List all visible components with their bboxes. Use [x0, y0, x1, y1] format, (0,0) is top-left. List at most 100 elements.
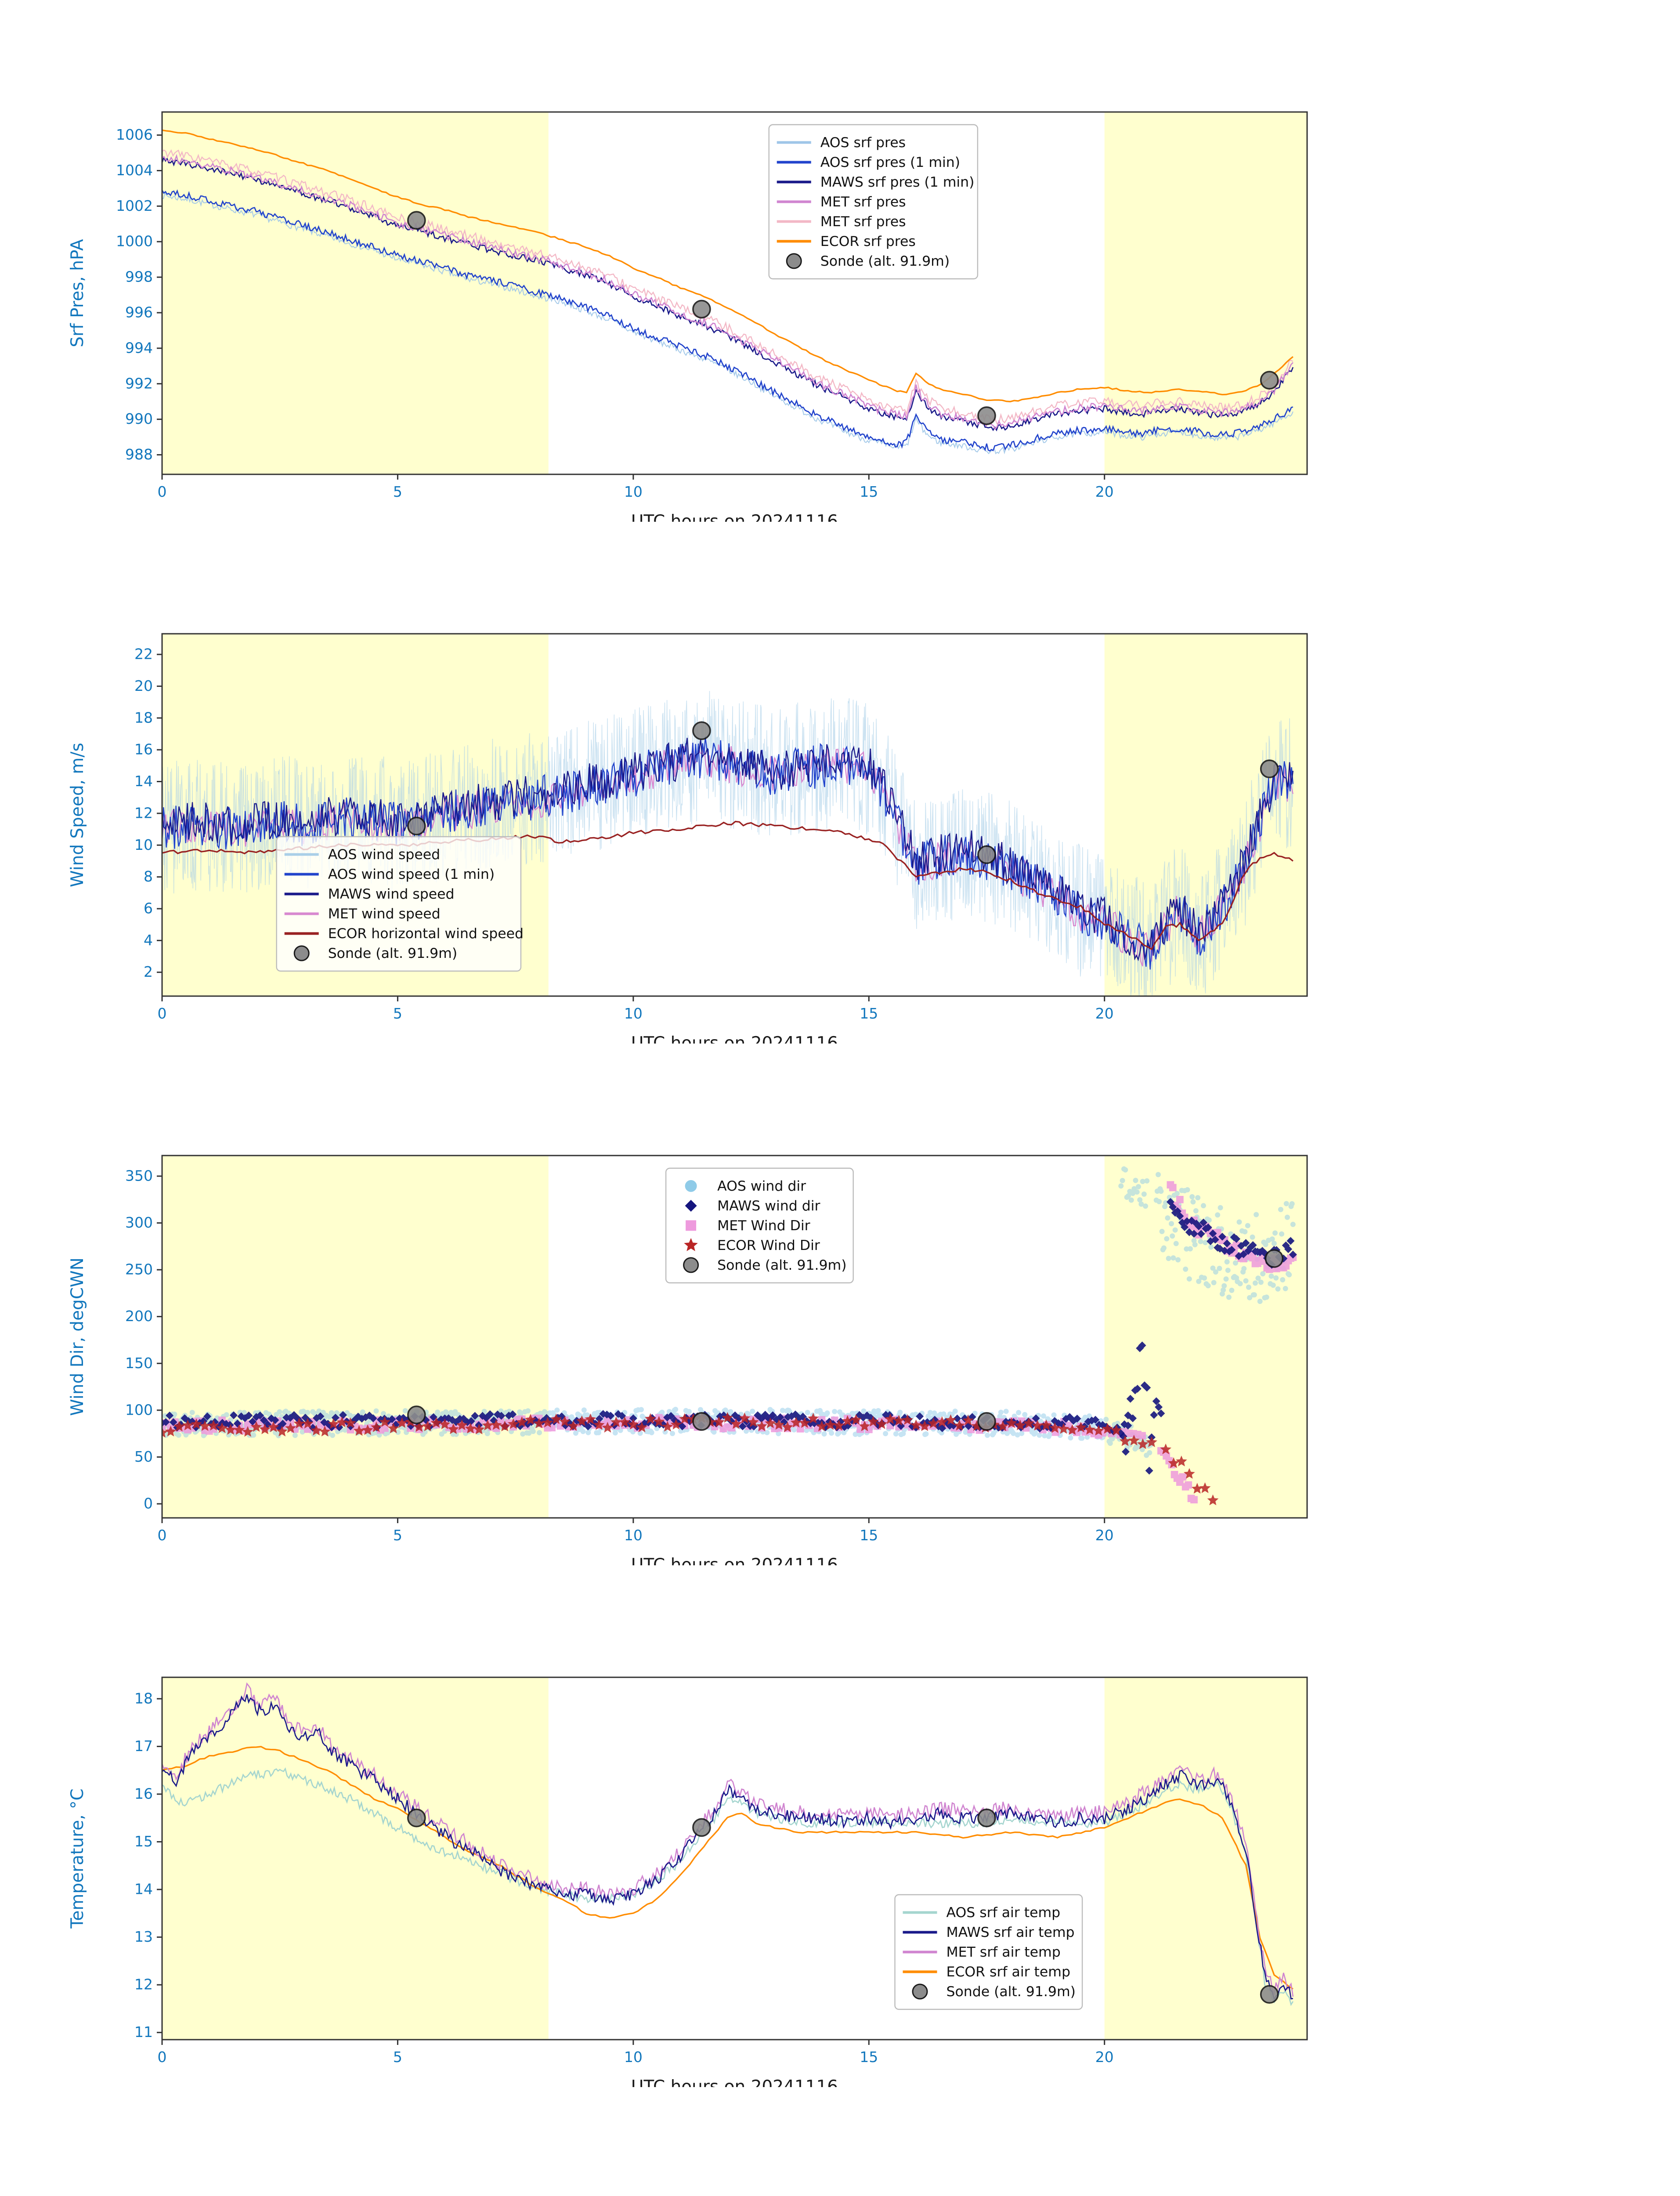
svg-text:15: 15: [860, 1005, 878, 1022]
svg-text:20: 20: [1095, 483, 1114, 500]
line-series: [162, 129, 1293, 403]
svg-text:ECOR srf air temp: ECOR srf air temp: [946, 1964, 1070, 1980]
svg-text:0: 0: [158, 2048, 167, 2066]
svg-text:AOS srf pres: AOS srf pres: [820, 135, 906, 151]
svg-text:22: 22: [134, 646, 153, 663]
axes: 988 990 992 994 996 998 1000 1002 1004 1006 0 5 10 15…: [68, 111, 1308, 522]
svg-text:994: 994: [125, 339, 153, 356]
svg-text:50: 50: [134, 1448, 153, 1465]
svg-text:0: 0: [144, 1495, 153, 1512]
svg-text:998: 998: [125, 268, 153, 285]
svg-text:5: 5: [393, 483, 402, 500]
svg-text:0: 0: [158, 1527, 167, 1544]
svg-text:MAWS srf pres (1 min): MAWS srf pres (1 min): [820, 174, 975, 190]
line-series: [162, 744, 1294, 967]
svg-text:AOS wind dir: AOS wind dir: [717, 1178, 806, 1194]
line-series: [162, 1694, 1293, 2001]
scatter-series: [1160, 1443, 1219, 1506]
chart-relative-humidity: 8082848688909294969810005101520UTC hours…: [0, 2087, 1680, 2196]
line-series: [162, 736, 1294, 970]
svg-text:10: 10: [624, 1527, 643, 1544]
svg-text:12: 12: [134, 1976, 153, 1993]
line-series: [162, 149, 1293, 425]
night-shading: [162, 1156, 1307, 1518]
scatter-series: [1119, 1341, 1165, 1475]
svg-text:15: 15: [134, 1833, 153, 1850]
svg-text:10: 10: [624, 2048, 643, 2066]
svg-text:MET srf pres: MET srf pres: [820, 214, 906, 230]
svg-text:14: 14: [134, 773, 153, 790]
svg-text:UTC hours on 20241116: UTC hours on 20241116: [631, 512, 838, 522]
axes: 2 4 6 8 10 12 14 16 18 20 22 0 5 10 15 20 UTC hours on 2…: [68, 633, 1308, 1044]
series-layer: [162, 129, 1294, 455]
svg-text:150: 150: [125, 1354, 153, 1372]
svg-text:988: 988: [125, 446, 153, 463]
svg-text:ECOR horizontal wind speed: ECOR horizontal wind speed: [328, 926, 524, 942]
legend: AOS wind speed AOS wind speed (1 min) MAWS…: [276, 836, 524, 972]
chart-temperature: 11 12 13 14 15 16 17 18 0 5 10 15 20 UTC hours on 202…: [68, 1676, 1308, 2087]
svg-text:UTC hours on 20241116: UTC hours on 20241116: [631, 1033, 838, 1044]
line-series: [162, 189, 1293, 452]
svg-text:992: 992: [125, 375, 153, 392]
svg-text:0: 0: [158, 1005, 167, 1022]
svg-text:0: 0: [158, 483, 167, 500]
svg-text:MET wind speed: MET wind speed: [328, 906, 441, 922]
chart-surface-pressure: 988 990 992 994 996 998 1000 1002 1004 1006 0 5 10 15…: [68, 111, 1308, 522]
svg-text:Wind Speed, m/s: Wind Speed, m/s: [68, 743, 87, 887]
svg-text:AOS wind speed (1 min): AOS wind speed (1 min): [328, 867, 495, 882]
svg-text:10: 10: [134, 836, 153, 853]
svg-text:13: 13: [134, 1928, 153, 1945]
svg-text:20: 20: [1095, 1005, 1114, 1022]
scatter-series: [1166, 1198, 1297, 1269]
svg-text:15: 15: [860, 1527, 878, 1544]
scatter-series: [1118, 1166, 1150, 1209]
svg-text:ECOR Wind Dir: ECOR Wind Dir: [717, 1238, 820, 1253]
svg-text:20: 20: [134, 677, 153, 694]
svg-text:MAWS srf air temp: MAWS srf air temp: [946, 1925, 1074, 1940]
line-series: [162, 191, 1293, 455]
chart-wind-speed: 2 4 6 8 10 12 14 16 18 20 22 0 5 10 15 20 UTC hours on 2…: [68, 633, 1308, 1044]
svg-text:20: 20: [1095, 2048, 1114, 2066]
svg-text:1000: 1000: [116, 233, 153, 250]
legend: AOS srf pres AOS srf pres (1 min) MAWS srf…: [768, 124, 979, 280]
svg-text:Sonde (alt. 91.9m): Sonde (alt. 91.9m): [820, 253, 950, 269]
svg-text:1004: 1004: [116, 162, 153, 179]
series-layer: [162, 1682, 1294, 2006]
axes: 11 12 13 14 15 16 17 18 0 5 10 15 20 UTC hours on 202…: [68, 1676, 1308, 2087]
series-layer: [162, 1166, 1297, 1506]
line-series: [162, 737, 1294, 961]
svg-text:Srf Pres, hPA: Srf Pres, hPA: [68, 239, 87, 347]
svg-text:18: 18: [134, 709, 153, 726]
svg-text:2: 2: [144, 963, 153, 980]
svg-text:Sonde (alt. 91.9m): Sonde (alt. 91.9m): [946, 1984, 1075, 2000]
svg-text:MET srf air temp: MET srf air temp: [946, 1944, 1060, 1960]
svg-text:5: 5: [393, 1005, 402, 1022]
svg-text:990: 990: [125, 410, 153, 427]
svg-text:MAWS wind speed: MAWS wind speed: [328, 886, 455, 902]
sonde-markers: [407, 721, 1279, 864]
svg-text:ECOR srf pres: ECOR srf pres: [820, 234, 916, 249]
svg-text:350: 350: [125, 1167, 153, 1184]
svg-text:Wind Dir, degCWN: Wind Dir, degCWN: [68, 1257, 87, 1416]
svg-text:AOS wind speed: AOS wind speed: [328, 847, 440, 863]
svg-text:15: 15: [860, 2048, 878, 2066]
svg-text:MAWS wind dir: MAWS wind dir: [717, 1198, 820, 1214]
svg-text:MET Wind Dir: MET Wind Dir: [717, 1218, 810, 1234]
svg-text:Temperature, °C: Temperature, °C: [68, 1788, 87, 1929]
svg-text:11: 11: [134, 2023, 153, 2041]
svg-text:10: 10: [624, 483, 643, 500]
svg-text:100: 100: [125, 1401, 153, 1418]
svg-text:Sonde (alt. 91.9m): Sonde (alt. 91.9m): [328, 946, 457, 961]
sonde-markers: [407, 211, 1279, 425]
svg-text:15: 15: [860, 483, 878, 500]
line-series: [162, 154, 1293, 430]
svg-text:12: 12: [134, 804, 153, 821]
svg-text:1006: 1006: [116, 126, 153, 143]
svg-text:14: 14: [134, 1881, 153, 1898]
svg-text:1002: 1002: [116, 197, 153, 214]
svg-text:17: 17: [134, 1737, 153, 1755]
svg-text:20: 20: [1095, 1527, 1114, 1544]
svg-text:996: 996: [125, 303, 153, 321]
sonde-markers: [407, 1808, 1279, 2004]
